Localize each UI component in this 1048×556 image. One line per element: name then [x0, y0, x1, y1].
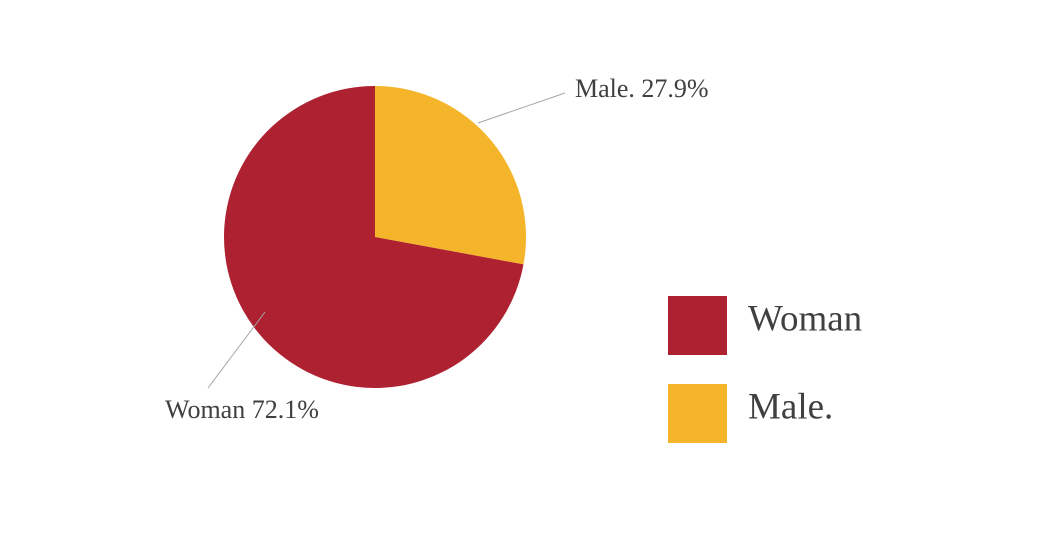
- data-label: Male. 27.9%: [575, 74, 709, 103]
- data-label: Woman 72.1%: [165, 395, 319, 424]
- leader-line: [477, 92, 566, 124]
- pie-slice: [224, 86, 524, 389]
- legend-label: Male.: [748, 386, 833, 427]
- legend-label: Woman: [748, 298, 862, 339]
- legend-swatch: [668, 384, 727, 443]
- leader-line: [207, 311, 266, 389]
- legend-swatch: [668, 296, 727, 355]
- pie-slice: [375, 86, 526, 265]
